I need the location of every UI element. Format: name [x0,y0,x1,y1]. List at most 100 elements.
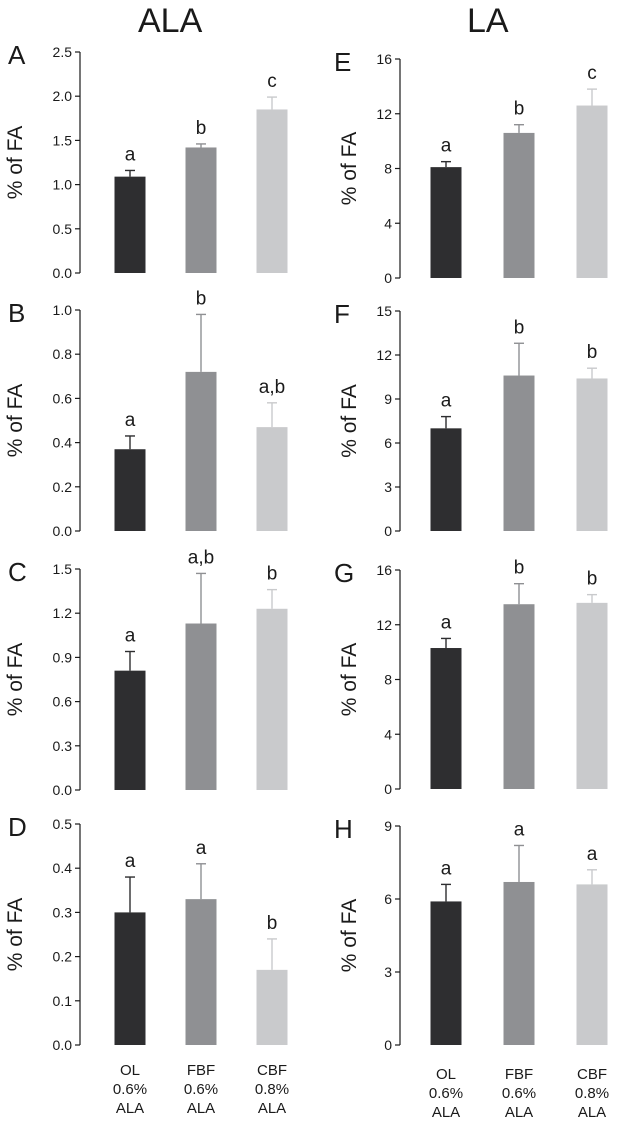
panel-g-tick-label: 0 [384,781,392,797]
category-label-line: CBF [577,1066,607,1083]
panel-f-bar [503,375,535,531]
panel-a-bar [114,176,146,273]
panel-g-bar [430,648,462,789]
panel-g-bar [503,604,535,789]
panel-h-letter: H [334,814,353,844]
panel-d-tick-label: 0.3 [53,904,73,920]
panel-h-y-axis-label: % of FA [338,899,361,973]
panel-f-tick-label: 3 [384,479,392,495]
panel-b-tick-label: 0.0 [53,523,73,539]
panel-d-bar [256,969,288,1045]
panel-g-y-axis-label: % of FA [338,643,361,717]
category-label-right-0: OL 0.6% ALA [416,1065,476,1122]
panel-h-tick-label: 3 [384,964,392,980]
category-label-line: FBF [186,1062,216,1079]
category-label-line: 0.8% [254,1081,290,1098]
panel-a-y-axis-label: % of FA [4,126,27,200]
panel-d-tick-label: 0.4 [53,860,73,876]
panel-c-letter: C [8,557,27,587]
panel-h-tick-label: 0 [384,1037,392,1053]
panel-a-tick-label: 1.0 [53,177,73,193]
category-label-line: OL [119,1062,140,1079]
panel-h-bar [430,901,462,1045]
panel-b-tick-label: 1.0 [53,302,73,318]
panel-d-letter: D [8,812,27,842]
category-label-line: ALA [504,1104,534,1121]
category-label-left-2: CBF 0.8% ALA [242,1061,302,1118]
category-label-line: 0.8% [574,1085,610,1102]
panel-c-bar [114,670,146,790]
panel-f-significance-letter: a [441,391,452,412]
panel-c-tick-label: 0.0 [53,782,73,798]
panel-e-tick-label: 16 [376,51,392,67]
panel-g-letter: G [334,558,354,588]
category-label-line: ALA [577,1104,607,1121]
panel-e-y-axis-label: % of FA [338,132,361,206]
panel-b-letter: B [8,298,25,328]
panel-b-tick-label: 0.2 [53,479,73,495]
panel-e-significance-letter: b [514,99,525,120]
panel-e-bar [503,132,535,278]
panel-c-tick-label: 0.3 [53,738,73,754]
panel-b-bar [256,427,288,531]
panel-a-tick-label: 2.5 [53,44,73,60]
panel-f-y-axis-label: % of FA [338,384,361,458]
panel-b-significance-letter: a,b [259,377,285,398]
panel-c-tick-label: 1.2 [53,605,73,621]
panel-g-tick-label: 8 [384,672,392,688]
panel-g-tick-label: 12 [376,617,392,633]
panel-b-y-axis-label: % of FA [4,384,27,458]
panel-c-tick-label: 1.5 [53,561,73,577]
panel-h-significance-letter: a [514,819,525,840]
category-label-left-1: FBF 0.6% ALA [171,1061,231,1118]
panel-b-bar [185,371,217,531]
panel-e-significance-letter: a [441,136,452,157]
category-label-line: CBF [257,1062,287,1079]
panel-a-bar [185,147,217,273]
panel-g-tick-label: 16 [376,562,392,578]
panel-d-y-axis-label: % of FA [4,898,27,972]
category-label-left-0: OL 0.6% ALA [100,1061,160,1118]
panel-e-tick-label: 4 [384,215,392,231]
panel-b-bar [114,449,146,531]
panel-c-significance-letter: b [267,564,278,585]
panel-d-significance-letter: a [196,838,207,859]
panel-a-significance-letter: c [267,71,277,92]
panel-c-bar [256,608,288,790]
panel-d-tick-label: 0.0 [53,1037,73,1053]
panel-b-significance-letter: a [125,410,136,431]
panel-h-bar [576,884,608,1045]
category-label-line: ALA [431,1104,461,1121]
panel-b-tick-label: 0.8 [53,346,73,362]
panel-c-y-axis-label: % of FA [4,643,27,717]
panel-e-tick-label: 12 [376,106,392,122]
category-label-line: 0.6% [112,1081,148,1098]
panel-a-significance-letter: a [125,144,136,165]
panel-h-tick-label: 9 [384,818,392,834]
panel-e-significance-letter: c [587,63,597,84]
panel-g-bar [576,602,608,789]
category-label-line: ALA [257,1100,287,1117]
category-label-line: 0.6% [428,1085,464,1102]
panel-c-significance-letter: a [125,626,136,647]
panel-a-letter: A [8,40,26,70]
panel-g-significance-letter: b [514,558,525,579]
category-label-line: 0.6% [183,1081,219,1098]
panel-f-bar [430,428,462,531]
category-label-line: FBF [504,1066,534,1083]
panel-c-tick-label: 0.6 [53,694,73,710]
panel-d-significance-letter: b [267,913,278,934]
category-label-line: ALA [186,1100,216,1117]
panel-c-tick-label: 0.9 [53,649,73,665]
panel-c-significance-letter: a,b [188,547,214,568]
panel-e-bar [430,167,462,278]
panel-a-tick-label: 2.0 [53,88,73,104]
panel-f-significance-letter: b [587,342,598,363]
category-label-line: ALA [115,1100,145,1117]
panel-f-tick-label: 15 [376,303,392,319]
panel-g-tick-label: 4 [384,726,392,742]
category-label-line: OL [435,1066,456,1083]
panel-f-tick-label: 9 [384,391,392,407]
panel-e-tick-label: 8 [384,161,392,177]
